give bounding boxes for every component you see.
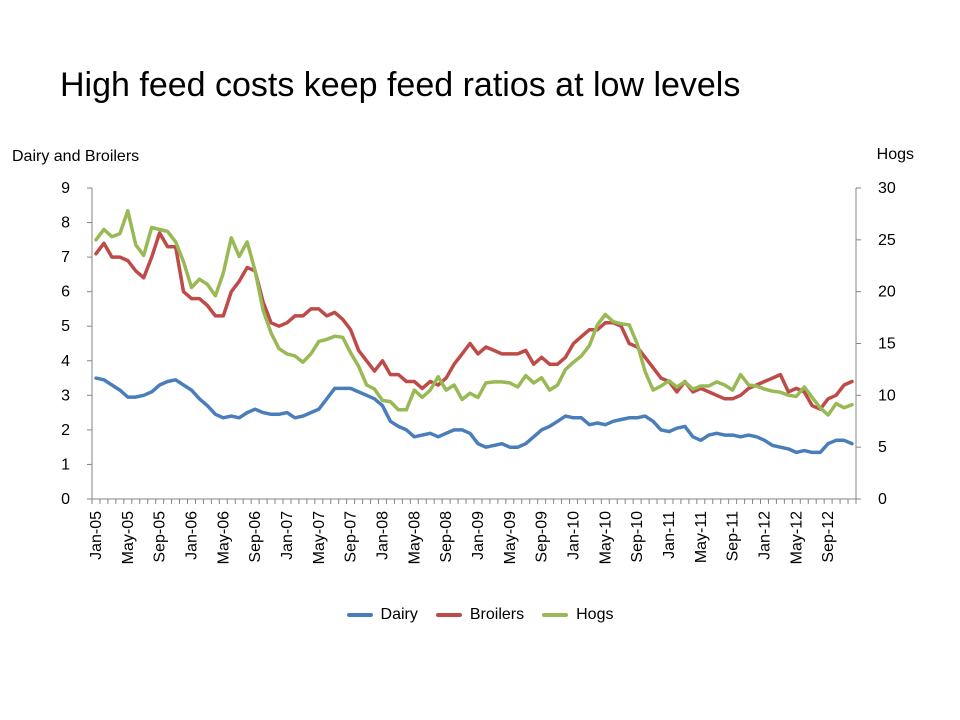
legend-swatch bbox=[435, 613, 462, 617]
left-tick-label: 5 bbox=[61, 318, 70, 335]
x-tick-label: Sep-06 bbox=[247, 511, 264, 563]
left-axis-title: Dairy and Broilers bbox=[12, 148, 140, 165]
right-tick-label: 10 bbox=[878, 387, 896, 404]
left-tick-label: 2 bbox=[61, 422, 70, 439]
legend-swatch bbox=[346, 613, 373, 617]
right-axis-title: Hogs bbox=[876, 146, 914, 163]
x-tick-label: May-09 bbox=[502, 511, 519, 564]
x-tick-label: May-12 bbox=[788, 511, 805, 564]
x-tick-label: Jan-09 bbox=[470, 511, 487, 560]
left-tick-label: 1 bbox=[61, 456, 70, 473]
legend-item-hogs: Hogs bbox=[542, 606, 613, 624]
legend-item-broilers: Broilers bbox=[435, 606, 525, 624]
legend: Dairy Broilers Hogs bbox=[0, 606, 960, 624]
left-tick-label: 6 bbox=[61, 284, 70, 301]
right-tick-label: 0 bbox=[878, 491, 887, 508]
x-tick-label: Sep-11 bbox=[725, 511, 742, 562]
right-tick-label: 30 bbox=[878, 180, 896, 197]
x-tick-label: May-07 bbox=[311, 511, 328, 564]
legend-label: Hogs bbox=[576, 606, 614, 623]
left-tick-label: 3 bbox=[61, 387, 70, 404]
legend-label: Dairy bbox=[380, 606, 418, 623]
x-tick-label: Jan-07 bbox=[279, 511, 296, 560]
series-line-dairy bbox=[94, 376, 854, 455]
left-tick-label: 7 bbox=[61, 249, 70, 266]
right-tick-label: 5 bbox=[878, 439, 887, 456]
x-tick-label: Sep-09 bbox=[534, 511, 551, 563]
right-tick-label: 15 bbox=[878, 336, 896, 353]
x-tick-label: May-05 bbox=[120, 511, 137, 564]
axes-group: 0 1 2 3 4 5 6 7 8 9 0 5 10 15 20 25 30 Jan-05 May-05 Sep-05… bbox=[61, 180, 896, 564]
x-tick-label: Jan-05 bbox=[88, 511, 105, 560]
series-line-broilers bbox=[94, 231, 854, 411]
x-tick-label: Jan-11 bbox=[661, 511, 678, 559]
x-tick-label: Sep-10 bbox=[629, 511, 646, 563]
x-tick-label: Jan-12 bbox=[756, 511, 773, 560]
right-tick-label: 25 bbox=[878, 232, 896, 249]
legend-item-dairy: Dairy bbox=[346, 606, 418, 624]
x-tick-label: Jan-10 bbox=[565, 511, 582, 560]
x-tick-label: May-10 bbox=[597, 511, 614, 564]
left-tick-label: 4 bbox=[61, 353, 70, 370]
left-tick-label: 8 bbox=[61, 215, 70, 232]
x-tick-label: Sep-07 bbox=[343, 511, 360, 563]
right-tick-label: 20 bbox=[878, 284, 896, 301]
left-tick-label: 0 bbox=[61, 491, 70, 508]
legend-label: Broilers bbox=[469, 606, 525, 623]
chart-title: High feed costs keep feed ratios at low … bbox=[60, 66, 741, 104]
x-tick-label: Sep-08 bbox=[438, 511, 455, 563]
x-tick-label: Sep-12 bbox=[820, 511, 837, 563]
x-tick-label: May-11 bbox=[693, 511, 710, 563]
left-tick-label: 9 bbox=[61, 180, 70, 197]
series-line-hogs bbox=[94, 209, 854, 417]
x-tick-label: May-08 bbox=[406, 511, 423, 564]
series-lines-group bbox=[94, 209, 854, 455]
x-tick-label: May-06 bbox=[215, 511, 232, 564]
legend-swatch bbox=[542, 613, 569, 617]
x-tick-label: Sep-05 bbox=[152, 511, 169, 563]
x-tick-label: Jan-08 bbox=[374, 511, 391, 560]
x-tick-label: Jan-06 bbox=[183, 511, 200, 560]
